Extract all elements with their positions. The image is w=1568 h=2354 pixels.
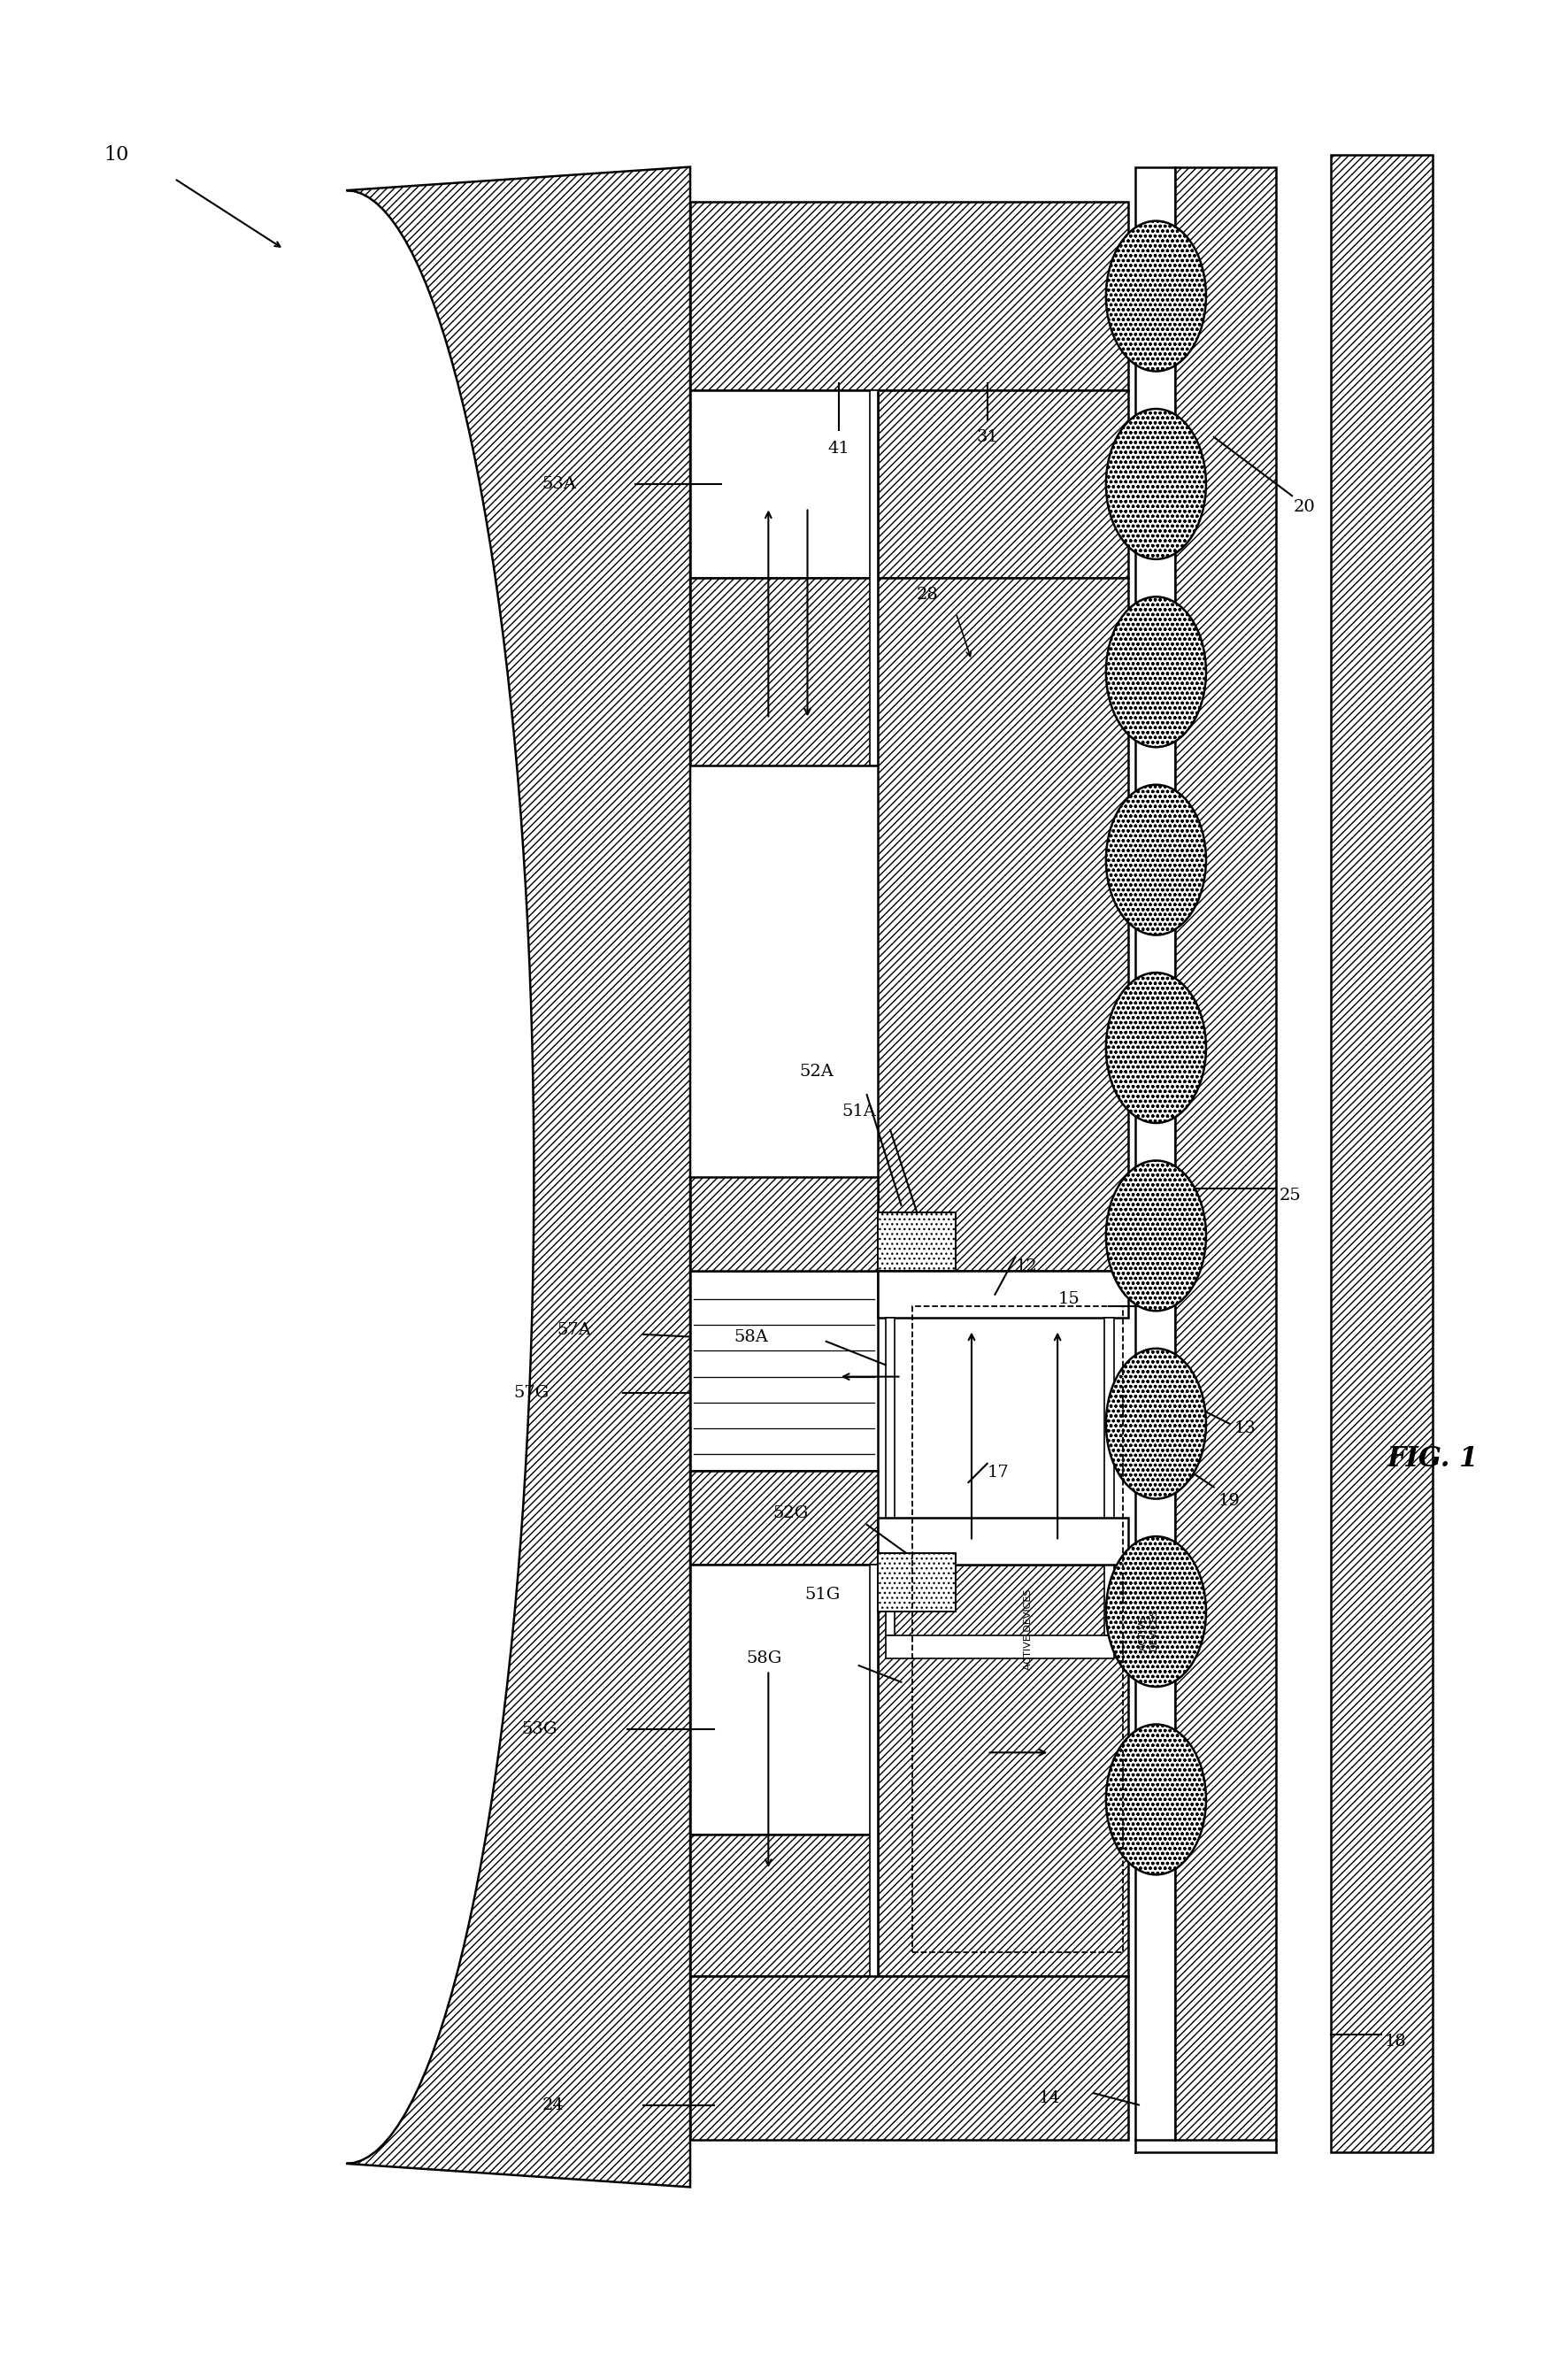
Text: FIG. 1: FIG. 1 xyxy=(1388,1445,1479,1474)
Bar xyxy=(690,391,878,579)
Text: ACTIVE DEVICES: ACTIVE DEVICES xyxy=(1024,1589,1033,1669)
Circle shape xyxy=(1105,784,1206,935)
Text: 51A: 51A xyxy=(842,1104,877,1118)
Bar xyxy=(878,1554,956,1612)
Text: 25: 25 xyxy=(1279,1189,1301,1203)
Text: 57A: 57A xyxy=(557,1321,591,1337)
Bar xyxy=(878,1212,956,1271)
Text: 20: 20 xyxy=(1294,499,1316,516)
Circle shape xyxy=(1105,410,1206,560)
Bar xyxy=(878,1554,956,1612)
Text: 53A: 53A xyxy=(541,476,575,492)
Bar xyxy=(690,1177,878,1271)
Bar xyxy=(870,391,878,765)
Text: 52G: 52G xyxy=(773,1504,809,1521)
Circle shape xyxy=(1105,221,1206,372)
Bar xyxy=(1331,155,1433,2152)
Polygon shape xyxy=(347,167,690,2187)
Bar xyxy=(1135,167,1174,2140)
Bar xyxy=(878,1565,1127,1975)
Text: 17: 17 xyxy=(988,1464,1010,1481)
Text: 13: 13 xyxy=(1234,1419,1256,1436)
Bar xyxy=(690,1271,878,1471)
Text: 53G: 53G xyxy=(522,1721,557,1737)
Text: 15: 15 xyxy=(1057,1292,1079,1306)
Bar xyxy=(878,579,1127,1271)
Bar xyxy=(870,1565,878,1975)
Text: 10: 10 xyxy=(103,146,129,165)
Bar xyxy=(690,1834,878,1975)
Text: 28: 28 xyxy=(917,586,939,603)
Circle shape xyxy=(1105,972,1206,1123)
Bar xyxy=(878,1212,956,1271)
Text: 24: 24 xyxy=(541,2097,563,2114)
Circle shape xyxy=(1105,1537,1206,1688)
Bar xyxy=(878,391,1127,579)
Text: 57G: 57G xyxy=(514,1384,549,1401)
Circle shape xyxy=(1105,1349,1206,1499)
Bar xyxy=(690,202,1127,391)
Text: 51G: 51G xyxy=(804,1587,840,1603)
Text: 58A: 58A xyxy=(734,1328,768,1344)
Bar xyxy=(886,1318,895,1636)
Text: 52A: 52A xyxy=(800,1064,834,1078)
Text: 41: 41 xyxy=(828,440,850,457)
Text: 58G: 58G xyxy=(746,1650,782,1667)
Bar xyxy=(690,579,878,765)
Text: 18: 18 xyxy=(1385,2034,1406,2050)
Text: 31: 31 xyxy=(977,428,999,445)
Text: ACTIVE
DEVICES: ACTIVE DEVICES xyxy=(1138,1608,1157,1650)
Text: 12: 12 xyxy=(1016,1259,1038,1274)
Bar xyxy=(690,1471,878,1565)
Bar xyxy=(1174,167,1276,2140)
Bar xyxy=(690,1975,1127,2140)
Circle shape xyxy=(1105,1161,1206,1311)
Bar xyxy=(913,1306,1123,1951)
Bar xyxy=(690,1565,878,1834)
Bar xyxy=(878,1518,1127,1565)
Bar xyxy=(886,1636,1113,1660)
Text: 14: 14 xyxy=(1038,2090,1060,2107)
Bar xyxy=(1104,1318,1113,1636)
Text: 19: 19 xyxy=(1218,1492,1240,1509)
Circle shape xyxy=(1105,1725,1206,1874)
Bar xyxy=(878,1271,1127,1318)
Circle shape xyxy=(1105,598,1206,746)
